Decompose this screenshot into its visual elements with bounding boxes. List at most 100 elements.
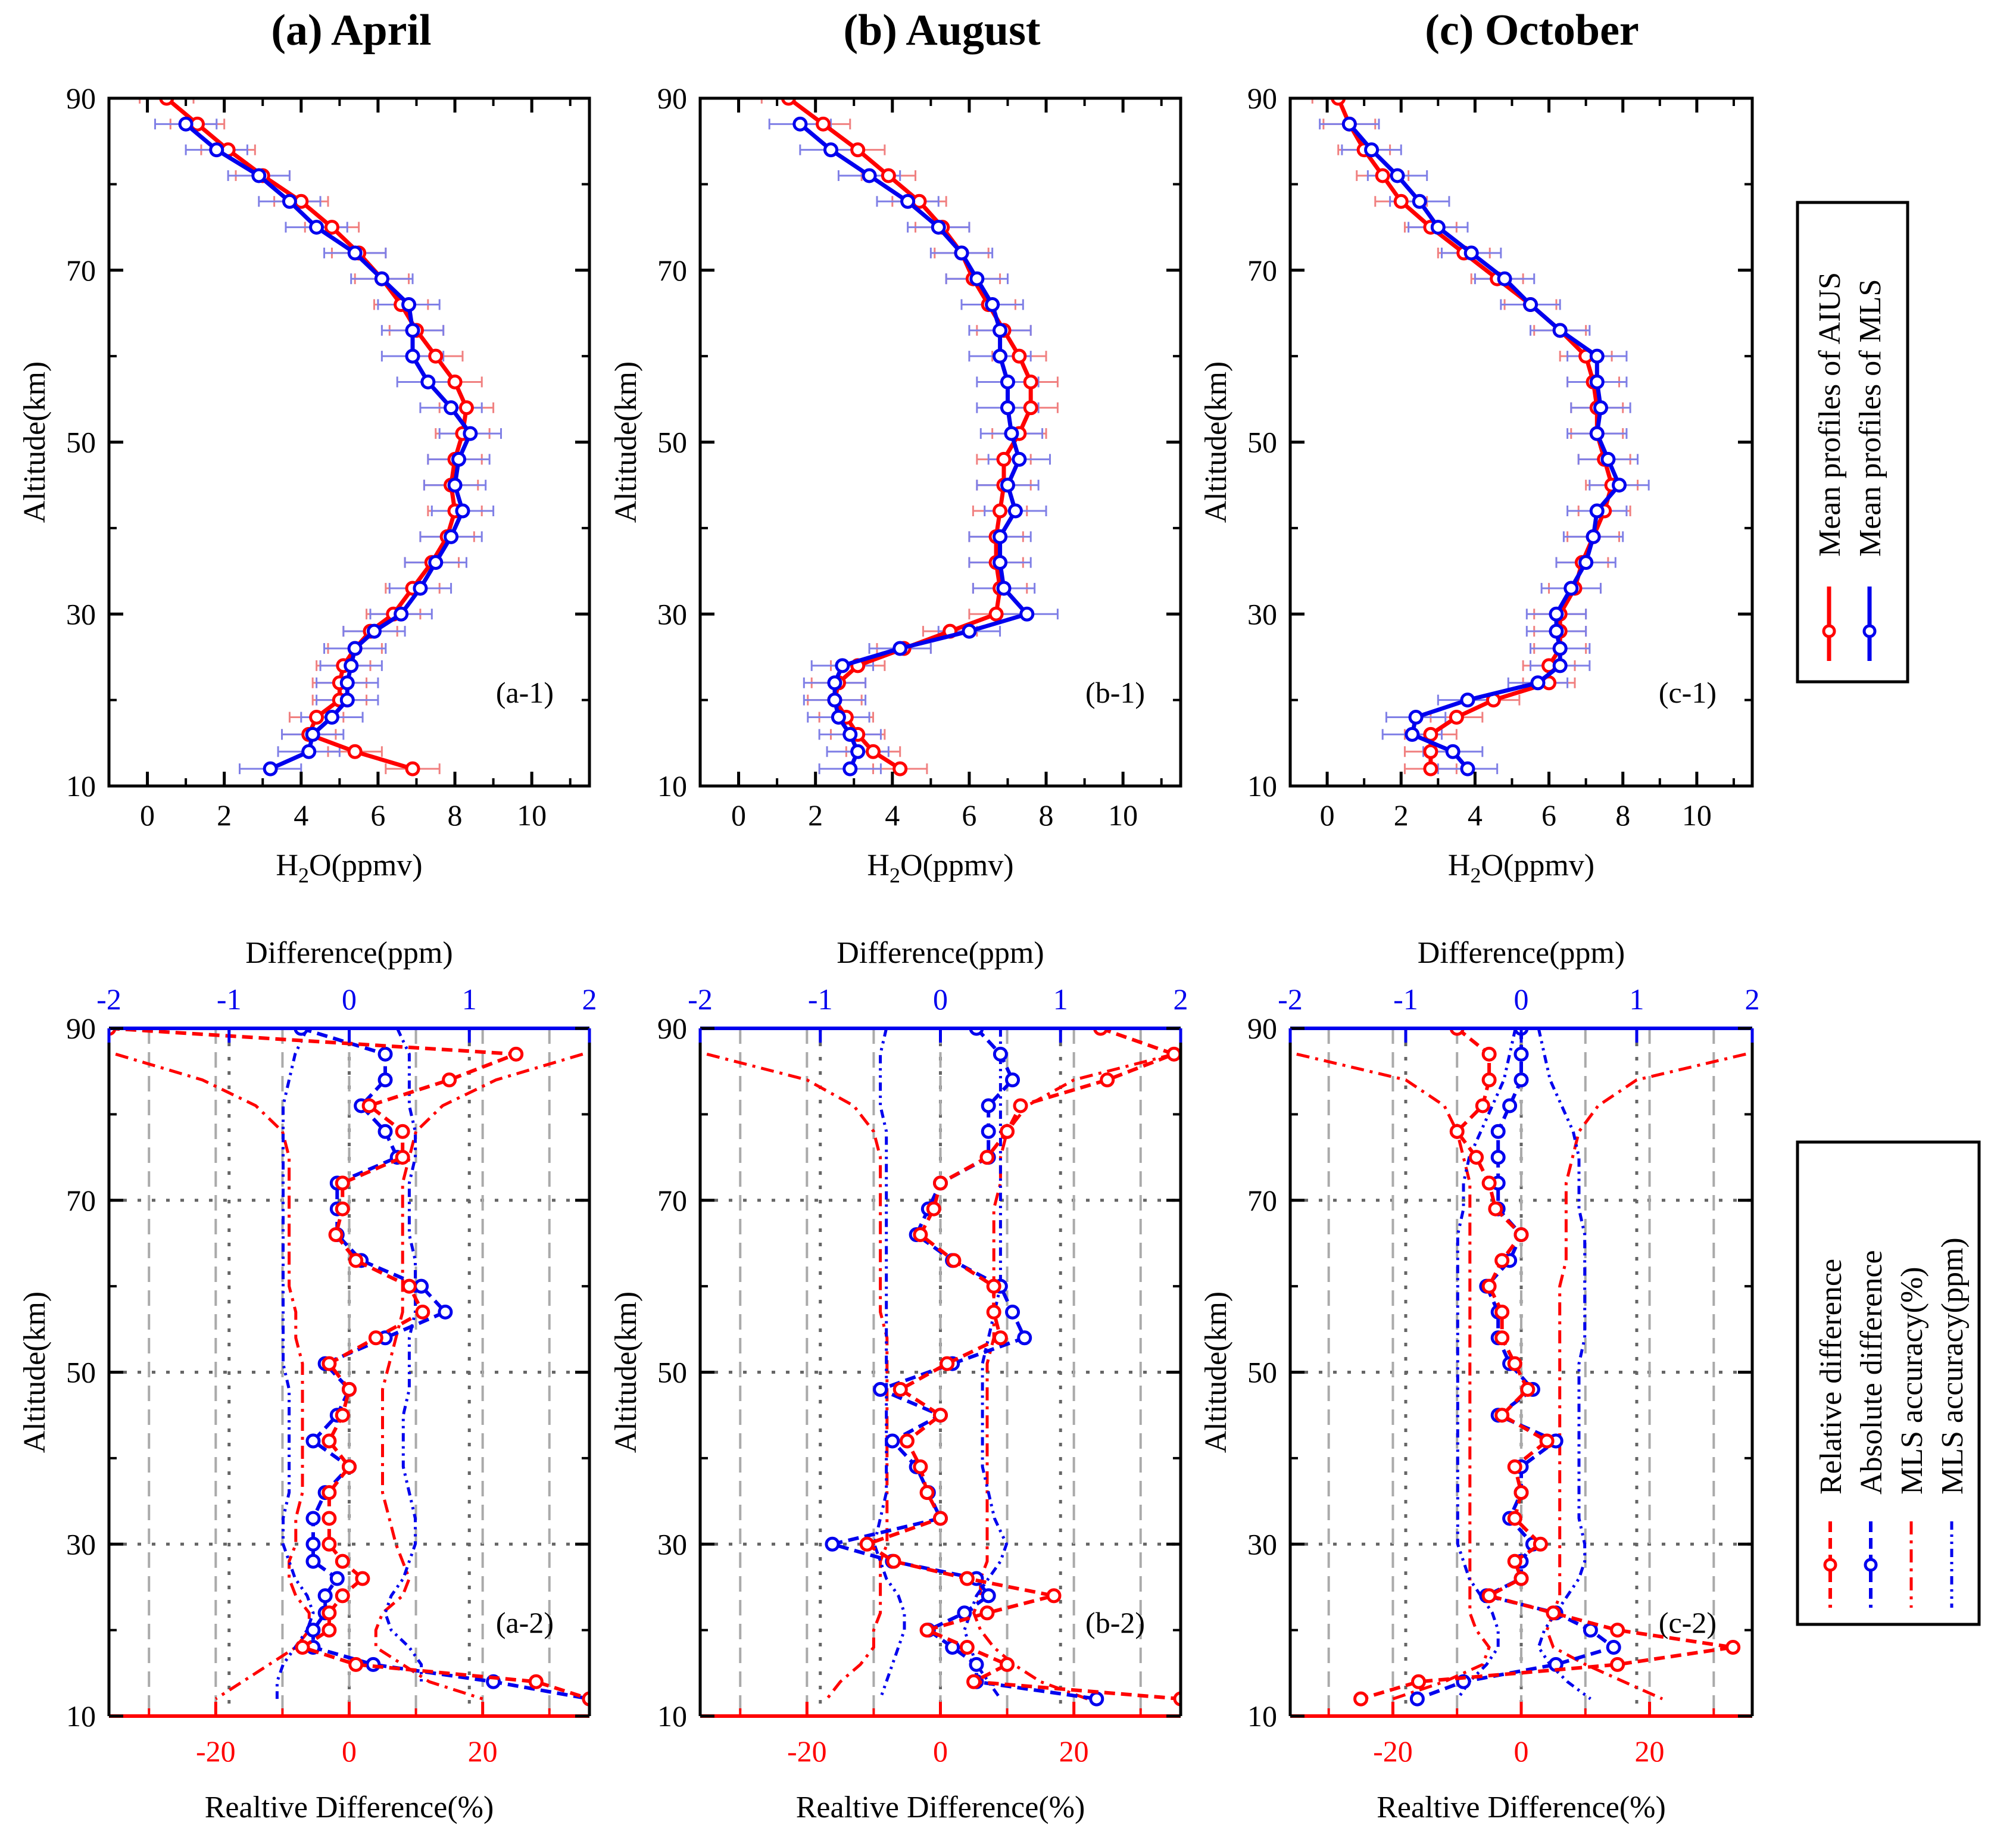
legend-top-frame — [1796, 201, 1909, 684]
series-mls-accuracy-ppm — [1537, 1028, 1591, 1701]
data-point-relative-difference — [328, 1227, 344, 1242]
data-point-relative-difference — [1507, 1459, 1522, 1474]
data-point-mls — [366, 623, 382, 639]
data-point-mls — [985, 297, 1000, 312]
legend-item-mlsacc-pct-label: MLS accuracy(%) — [1895, 1267, 1929, 1495]
data-point-mls — [1589, 426, 1605, 441]
data-point-mls — [850, 744, 866, 759]
x-tick-label: 0 — [933, 1735, 948, 1768]
data-point-relative-difference — [1000, 1124, 1015, 1139]
x-tick-label: -20 — [196, 1735, 236, 1768]
series-absolute-difference — [825, 1028, 1097, 1701]
data-point-mls — [444, 529, 459, 544]
data-point-relative-difference — [1481, 1072, 1497, 1088]
x-tick-label: 10 — [1682, 798, 1712, 832]
data-point-mls — [1564, 581, 1579, 596]
y-tick-label: 90 — [1247, 82, 1277, 115]
data-point-relative-difference — [1494, 1253, 1510, 1268]
data-point-relative-difference — [1481, 1046, 1497, 1062]
data-point-mls — [1612, 478, 1627, 493]
series-mls-accuracy-percent — [972, 1052, 1175, 1701]
x2-tick-label: 0 — [342, 982, 357, 1016]
data-point-mls — [401, 297, 417, 312]
x-tick-label: 10 — [1108, 798, 1138, 832]
data-point-relative-difference — [1481, 1175, 1497, 1191]
data-point-relative-difference — [1507, 1356, 1522, 1371]
data-point-relative-difference — [1475, 1098, 1490, 1113]
data-point-aius — [892, 761, 908, 776]
data-point-mls — [1523, 297, 1538, 312]
y-tick-label: 30 — [1247, 597, 1277, 631]
y-axis-label: Altitude(km) — [18, 1292, 52, 1453]
data-point-relative-difference — [1546, 1605, 1561, 1621]
data-point-mls — [209, 142, 224, 158]
data-point-mls — [444, 400, 459, 416]
legend-item-mlsacc-ppm-label: MLS accuracy(ppm) — [1936, 1237, 1970, 1495]
y-tick-label: 10 — [657, 1699, 687, 1733]
data-layer — [760, 98, 1059, 776]
y-tick-label: 30 — [657, 1527, 687, 1561]
data-point-aius — [1023, 374, 1038, 389]
data-layer — [706, 1028, 1181, 1707]
data-point-mls — [447, 478, 463, 493]
x-tick-label: 6 — [1541, 798, 1556, 832]
x-axis-label-part: O(ppmv) — [1481, 849, 1594, 882]
data-point-mls — [1593, 400, 1608, 416]
data-point-relative-difference — [1449, 1124, 1465, 1139]
series-relative-difference — [1360, 1028, 1734, 1701]
data-layer — [109, 1028, 589, 1707]
data-point-absolute-difference — [1005, 1072, 1021, 1088]
data-point-mls — [993, 323, 1008, 338]
data-point-mls — [1007, 503, 1023, 519]
data-point-mls — [339, 675, 355, 691]
data-point-relative-difference — [1494, 1330, 1510, 1346]
data-point-aius — [988, 606, 1004, 622]
panel-title-august: (b) August — [843, 6, 1040, 55]
data-point-mls — [1589, 348, 1605, 364]
data-point-relative-difference — [1610, 1657, 1625, 1672]
data-point-relative-difference — [1513, 1571, 1529, 1586]
data-point-mls — [1463, 245, 1479, 261]
series-relative-difference — [863, 1028, 1181, 1701]
x-axis-label-part: O(ppmv) — [900, 849, 1014, 882]
panel-label: (b-1) — [1085, 676, 1145, 709]
data-point-mls — [1586, 529, 1601, 544]
data-point-mls — [862, 168, 877, 183]
x-tick-label: 6 — [370, 798, 385, 832]
data-point-relative-difference — [1100, 1072, 1115, 1088]
legend-item-reldiff-label: Relative difference — [1814, 1259, 1848, 1495]
data-point-absolute-difference — [305, 1536, 321, 1552]
data-point-mls — [1530, 675, 1546, 691]
data-point-absolute-difference — [305, 1433, 321, 1449]
data-point-mls — [263, 761, 278, 776]
data-point-mls — [301, 744, 317, 759]
legend-swatch-reldiff-marker — [1823, 1558, 1837, 1572]
data-point-mls — [463, 426, 478, 441]
data-point-aius — [993, 503, 1008, 519]
data-point-absolute-difference — [1017, 1330, 1032, 1346]
series-mls-accuracy-percent — [1545, 1052, 1746, 1701]
x2-tick-label: 1 — [1630, 982, 1644, 1016]
data-point-aius — [447, 374, 463, 389]
data-point-aius — [309, 710, 324, 725]
series-mls-accuracy-percent — [115, 1052, 311, 1701]
panel-label: (c-2) — [1659, 1606, 1717, 1639]
data-point-relative-difference — [1046, 1588, 1062, 1604]
x-axis-label-part: H — [867, 849, 890, 882]
data-point-absolute-difference — [1089, 1691, 1104, 1707]
data-point-mls — [1430, 220, 1446, 235]
data-point-absolute-difference — [1606, 1640, 1621, 1655]
data-point-relative-difference — [342, 1381, 357, 1397]
data-point-absolute-difference — [1490, 1150, 1506, 1165]
y-axis-label: Altitude(km) — [609, 1292, 643, 1453]
y-tick-label: 30 — [66, 1527, 96, 1561]
x-tick-label: -20 — [1373, 1735, 1413, 1768]
data-point-mls — [374, 271, 389, 286]
y-tick-label: 70 — [1247, 1184, 1277, 1217]
y-tick-label: 90 — [66, 1012, 96, 1045]
y-tick-label: 10 — [1247, 1699, 1277, 1733]
series-line-mls — [1347, 123, 1622, 771]
data-point-absolute-difference — [317, 1588, 333, 1604]
